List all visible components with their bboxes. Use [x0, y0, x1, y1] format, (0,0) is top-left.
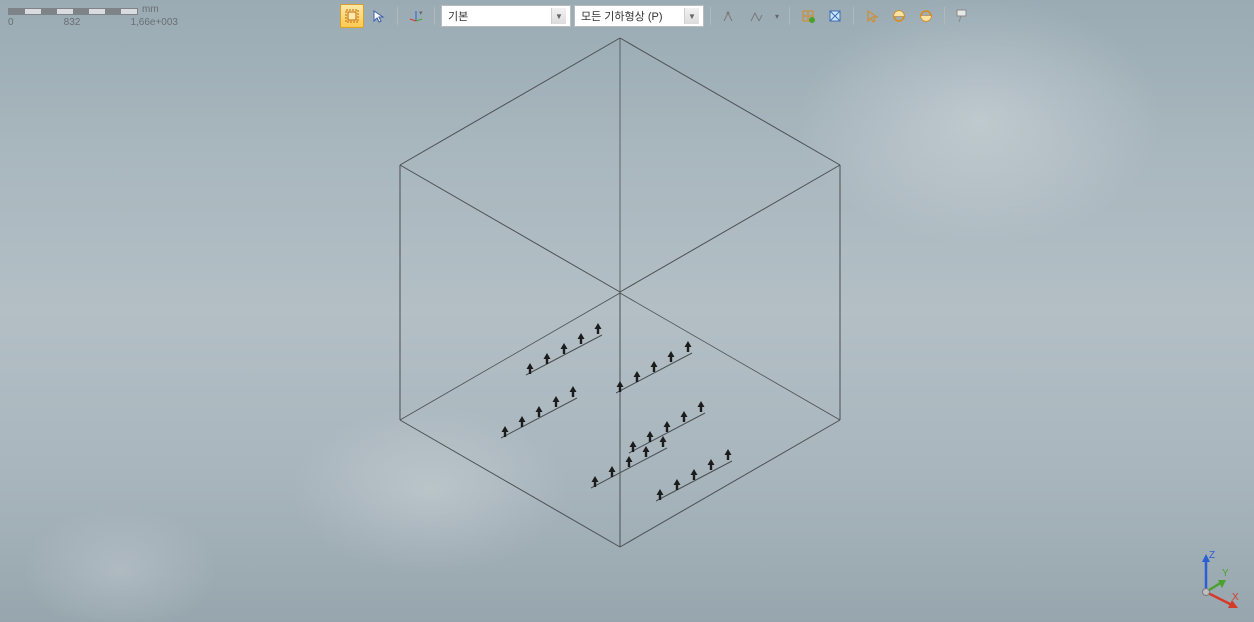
constraint-arrow-icon: [664, 421, 671, 432]
constraint-arrow-icon: [626, 456, 633, 467]
orientation-triad[interactable]: Z X Y: [1182, 550, 1242, 610]
constraint-arrow-icon: [668, 351, 675, 362]
constraint-arrow-icon: [698, 401, 705, 412]
constraint-arrow-icon: [536, 406, 543, 417]
tag-tool-button[interactable]: [951, 4, 975, 28]
constraint-arrow-icon: [592, 476, 599, 487]
constraint-arrow-icon: [708, 459, 715, 470]
constraint-arrow-icon: [570, 386, 577, 397]
constraint-arrow-icon: [681, 411, 688, 422]
constraint-arrow-icon: [553, 396, 560, 407]
scale-tick-1: 832: [64, 17, 81, 28]
scale-tick-0: 0: [8, 17, 14, 28]
constraint-arrow-icon: [691, 469, 698, 480]
constraint-arrow-icon: [527, 363, 534, 374]
constraint-baseline: [656, 461, 732, 501]
constraint-arrow-icon: [561, 343, 568, 354]
constraint-baseline: [616, 353, 692, 393]
toolbar-separator: [944, 7, 945, 25]
constraint-arrow-icon: [651, 361, 658, 372]
constraint-arrow-icon: [725, 449, 732, 460]
scale-unit: mm: [142, 4, 159, 15]
scale-bar: [8, 8, 138, 15]
constraint-arrow-icon: [617, 381, 624, 392]
constraint-baseline: [629, 413, 705, 453]
constraint-arrow-icon: [657, 489, 664, 500]
constraint-arrow-icon: [578, 333, 585, 344]
constraint-baseline: [501, 398, 577, 438]
constraint-arrow-icon: [502, 426, 509, 437]
scale-tick-2: 1,66e+003: [130, 17, 178, 28]
constraint-baseline: [591, 448, 667, 488]
constraint-arrow-icon: [660, 436, 667, 447]
constraint-arrow-icon: [630, 441, 637, 452]
constraint-arrow-icon: [595, 323, 602, 334]
constraint-arrow-icon: [685, 341, 692, 352]
constraint-arrow-icon: [643, 446, 650, 457]
cube-wireframe: [340, 20, 900, 580]
scale-ruler: mm 0 832 1,66e+003: [8, 4, 178, 28]
svg-text:▾: ▾: [419, 10, 423, 17]
axis-x-label: X: [1232, 592, 1239, 603]
axis-z-label: Z: [1209, 550, 1215, 561]
highlight-bottom-button[interactable]: [914, 4, 938, 28]
axis-y-label: Y: [1222, 568, 1229, 579]
